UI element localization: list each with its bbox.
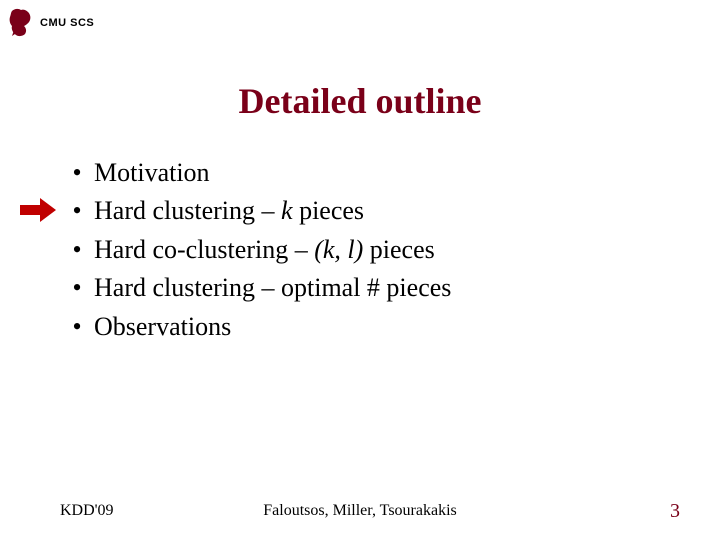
bullet-item: •Hard clustering – k pieces: [60, 193, 451, 229]
griffin-logo-icon: [8, 8, 34, 38]
bullet-text: Hard clustering – optimal # pieces: [94, 270, 451, 306]
bullet-dot: •: [60, 155, 94, 191]
footer-conference: KDD'09: [60, 502, 114, 520]
bullet-list: •Motivation•Hard clustering – k pieces•H…: [60, 155, 451, 347]
bullet-item: •Observations: [60, 309, 451, 345]
bullet-text: Motivation: [94, 155, 210, 191]
footer-page-number: 3: [670, 500, 680, 523]
bullet-item: •Hard clustering – optimal # pieces: [60, 270, 451, 306]
bullet-text: Hard co-clustering – (k, l) pieces: [94, 232, 435, 268]
header-label: CMU SCS: [40, 17, 94, 29]
bullet-dot: •: [60, 270, 94, 306]
current-item-arrow-icon: [20, 198, 56, 222]
bullet-item: •Motivation: [60, 155, 451, 191]
slide-footer: KDD'09 Faloutsos, Miller, Tsourakakis 3: [0, 502, 720, 520]
bullet-dot: •: [60, 309, 94, 345]
slide-header: CMU SCS: [8, 8, 94, 38]
slide-title: Detailed outline: [0, 80, 720, 122]
bullet-dot: •: [60, 232, 94, 268]
bullet-dot: •: [60, 193, 94, 229]
bullet-text: Hard clustering – k pieces: [94, 193, 364, 229]
bullet-text: Observations: [94, 309, 231, 345]
bullet-item: •Hard co-clustering – (k, l) pieces: [60, 232, 451, 268]
